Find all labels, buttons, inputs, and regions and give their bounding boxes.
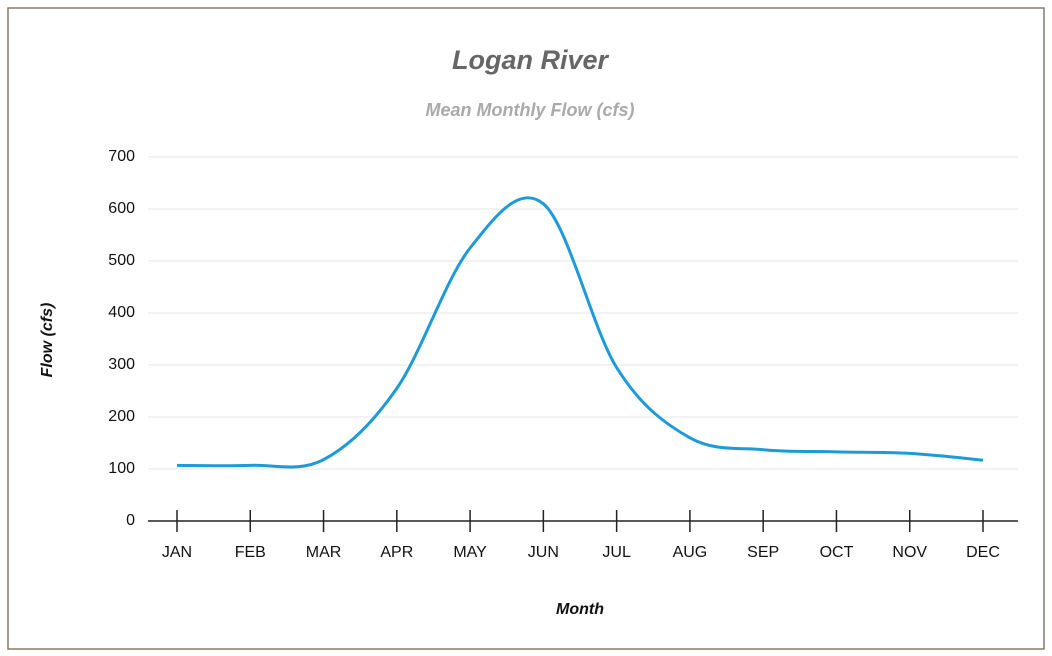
x-tick-label: OCT [820, 544, 854, 561]
frame [7, 7, 1045, 650]
y-tick-label: 200 [108, 408, 135, 425]
y-tick-label: 100 [108, 460, 135, 477]
y-tick-label: 300 [108, 356, 135, 373]
chart-title: Logan River [452, 45, 610, 75]
y-tick-label: 700 [108, 148, 135, 165]
chart-subtitle: Mean Monthly Flow (cfs) [426, 100, 635, 120]
x-tick-label: JUN [528, 544, 559, 561]
x-tick-label: JAN [162, 544, 192, 561]
x-axis-label: Month [556, 601, 604, 618]
y-tick-label: 500 [108, 252, 135, 269]
x-tick-label: SEP [747, 544, 779, 561]
x-tick-label: NOV [892, 544, 927, 561]
y-tick-label: 600 [108, 200, 135, 217]
x-tick-label: JUL [602, 544, 631, 561]
x-tick-label: DEC [966, 544, 1000, 561]
x-tick-label: MAR [306, 544, 342, 561]
x-tick-label: AUG [673, 544, 708, 561]
x-tick-label: MAY [453, 544, 487, 561]
x-tick-label: APR [380, 544, 413, 561]
line [176, 196, 984, 469]
y-tick-label: 0 [126, 512, 135, 529]
y-tick-label: 400 [108, 304, 135, 321]
x-tick-label: FEB [235, 544, 266, 561]
y-axis-label: Flow (cfs) [39, 303, 56, 378]
